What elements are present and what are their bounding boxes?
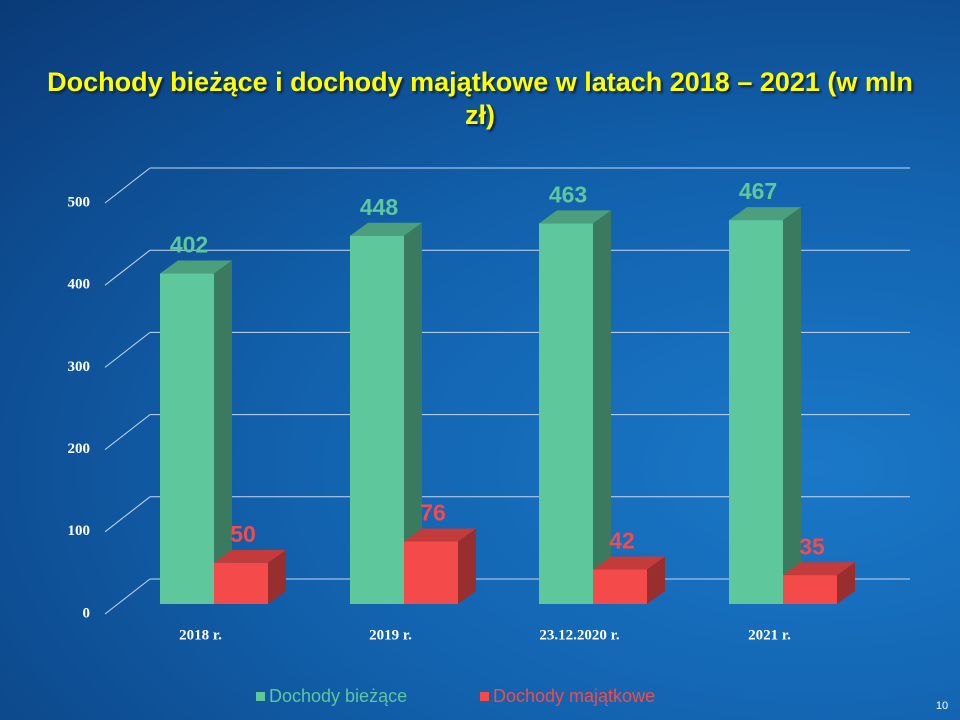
x-tick-label: 2019 r. (369, 627, 412, 643)
x-tick-label: 2021 r. (748, 627, 791, 643)
legend-label: Dochody bieżące (269, 686, 407, 706)
value-label: 448 (360, 194, 399, 220)
legend-label: Dochody majątkowe (493, 686, 655, 706)
bar (350, 235, 404, 604)
y-tick-label: 300 (68, 359, 91, 375)
value-label: 402 (170, 232, 208, 258)
bar-top (350, 222, 422, 236)
grid-diagonal (104, 578, 151, 615)
bar-top (160, 260, 232, 274)
bar-side (458, 528, 476, 604)
value-label: 42 (609, 528, 635, 554)
bar-top (593, 556, 665, 570)
bar (783, 575, 837, 604)
value-label: 35 (799, 533, 825, 559)
y-tick-label: 400 (68, 277, 91, 293)
y-tick-label: 100 (68, 523, 91, 539)
bar (160, 273, 214, 604)
bar-side (593, 210, 611, 604)
page-number: 10 (936, 700, 948, 712)
value-label: 467 (739, 178, 777, 204)
bar-side (783, 207, 801, 604)
x-tick-label: 23.12.2020 r. (539, 627, 620, 643)
bar (214, 562, 268, 604)
y-tick-label: 200 (68, 441, 91, 457)
y-tick-label: 500 (68, 194, 91, 210)
grid-diagonal (104, 249, 151, 286)
bar-top (214, 549, 286, 563)
legend-swatch (256, 692, 265, 701)
grid-diagonal (104, 167, 151, 204)
x-tick-label: 2018 r. (179, 627, 222, 643)
bar (593, 569, 647, 604)
grid-diagonal (104, 496, 151, 533)
bar-side (647, 556, 665, 604)
chart-title: Dochody bieżące i dochody majątkowe w la… (47, 67, 913, 130)
bar-top (729, 207, 801, 221)
y-tick-label: 0 (83, 605, 91, 621)
bar (729, 220, 783, 604)
bar-side (837, 562, 855, 604)
grid-diagonal (104, 414, 151, 450)
bar-top (404, 528, 476, 542)
bar (539, 223, 593, 604)
bar-top (539, 210, 611, 224)
bar-top (783, 562, 855, 576)
legend-swatch (480, 692, 489, 701)
bar-side (268, 549, 286, 604)
grid-diagonal (104, 332, 151, 368)
bar-side (214, 260, 232, 604)
value-label: 50 (230, 521, 256, 547)
bar-side (404, 222, 422, 604)
value-label: 76 (420, 500, 446, 526)
value-label: 463 (549, 181, 587, 207)
bar (404, 541, 458, 604)
